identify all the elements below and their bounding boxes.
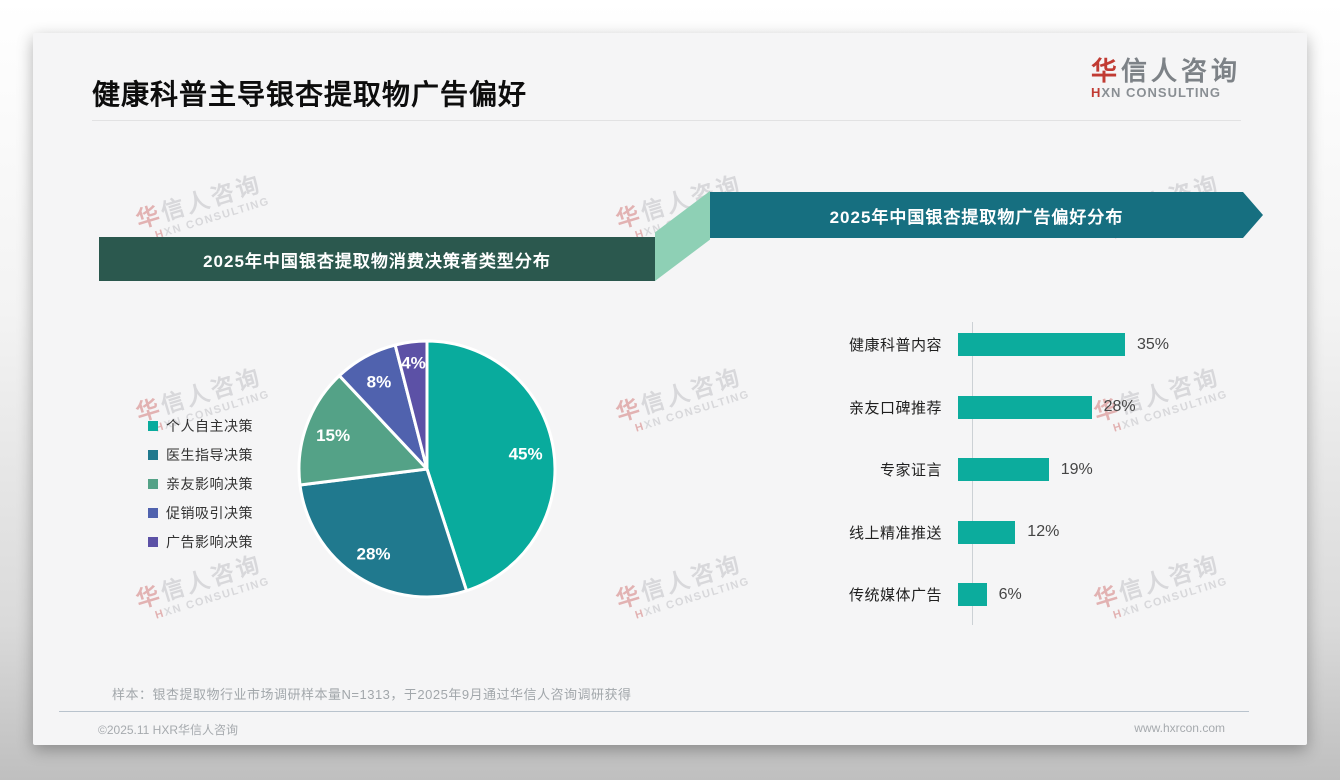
legend-item: 亲友影响决策 <box>148 469 253 498</box>
bar-rect <box>958 395 1092 419</box>
pie-slice <box>393 339 429 471</box>
footer-website: www.hxrcon.com <box>1134 721 1225 735</box>
pie-chart-title: 2025年中国银杏提取物消费决策者类型分布 <box>203 251 551 271</box>
bar-chart: 健康科普内容 35% 亲友口碑推荐 28% 专家证言 19% 线上精准推送 12% 传统媒体广告… <box>803 333 1169 606</box>
footer-copyright: ©2025.11 HXR华信人咨询 <box>98 723 238 737</box>
legend-item: 医生指导决策 <box>148 440 253 469</box>
bar-rect <box>958 458 1049 481</box>
pie-slice <box>425 339 557 593</box>
bar-chart-title: 2025年中国银杏提取物广告偏好分布 <box>829 207 1124 227</box>
pie-chart: 45% 28% 15% 8% 4% <box>297 339 557 599</box>
legend-swatch <box>148 449 158 460</box>
legend-label: 个人自主决策 <box>166 417 253 434</box>
bar-row: 健康科普内容 35% <box>803 333 1169 356</box>
footer-divider <box>59 711 1249 712</box>
pie-slice <box>298 467 469 599</box>
pie-slice-label: 28% <box>356 544 390 563</box>
bar-value-label: 35% <box>1137 335 1170 353</box>
bar-row: 专家证言 19% <box>803 458 1169 481</box>
bar-value-label: 28% <box>1103 398 1136 415</box>
bar-category-label: 亲友口碑推荐 <box>848 399 942 417</box>
pie-slice <box>297 374 429 487</box>
header-divider <box>92 120 1241 121</box>
page-title: 健康科普主导银杏提取物广告偏好 <box>92 79 528 110</box>
bar-category-label: 健康科普内容 <box>848 337 942 354</box>
bar-rect <box>958 333 1125 356</box>
pie-slice-label: 45% <box>509 444 543 463</box>
company-logo: 华信人咨询 HXN CONSULTING <box>1091 57 1241 100</box>
bar-value-label: 6% <box>998 585 1022 603</box>
bar-category-label: 传统媒体广告 <box>848 587 942 604</box>
legend-swatch <box>148 536 158 547</box>
legend-item: 促销吸引决策 <box>148 498 253 527</box>
bar-category-label: 专家证言 <box>879 462 942 479</box>
logo-en: HXN CONSULTING <box>1090 85 1222 100</box>
pie-chart-title-banner: 2025年中国银杏提取物消费决策者类型分布 <box>99 237 655 281</box>
bar-chart-title-banner: 2025年中国银杏提取物广告偏好分布 <box>710 192 1263 238</box>
bar-value-label: 19% <box>1060 460 1093 478</box>
footer: ©2025.11 HXR华信人咨询 www.hxrcon.com <box>98 721 1225 738</box>
pie-legend: 个人自主决策 医生指导决策 亲友影响决策 促销吸引决策 广告影响决策 <box>148 411 253 556</box>
logo-zh: 华信人咨询 <box>1090 56 1241 86</box>
legend-item: 个人自主决策 <box>148 411 253 440</box>
bar-rect <box>958 520 1016 544</box>
legend-item: 广告影响决策 <box>148 527 253 556</box>
legend-swatch <box>148 478 158 489</box>
legend-label: 医生指导决策 <box>166 446 253 463</box>
pie-slice-label: 15% <box>316 426 350 445</box>
bar-category-label: 线上精准推送 <box>848 524 942 542</box>
bar-rect <box>958 583 987 606</box>
legend-swatch <box>148 507 158 518</box>
legend-label: 亲友影响决策 <box>166 475 253 492</box>
bar-row: 线上精准推送 12% <box>803 520 1169 544</box>
bar-value-label: 12% <box>1027 523 1060 540</box>
pie-slice-label: 4% <box>401 353 426 372</box>
bar-row: 传统媒体广告 6% <box>803 583 1169 606</box>
bar-row: 亲友口碑推荐 28% <box>803 395 1169 419</box>
pie-slice-label: 8% <box>367 373 392 392</box>
legend-label: 促销吸引决策 <box>166 504 253 521</box>
legend-swatch <box>148 420 158 431</box>
sample-footnote: 样本：银杏提取物行业市场调研样本量N=1313，于2025年9月通过华信人咨询调… <box>112 687 632 702</box>
banner-connector-shape <box>655 191 710 281</box>
legend-label: 广告影响决策 <box>166 533 253 550</box>
